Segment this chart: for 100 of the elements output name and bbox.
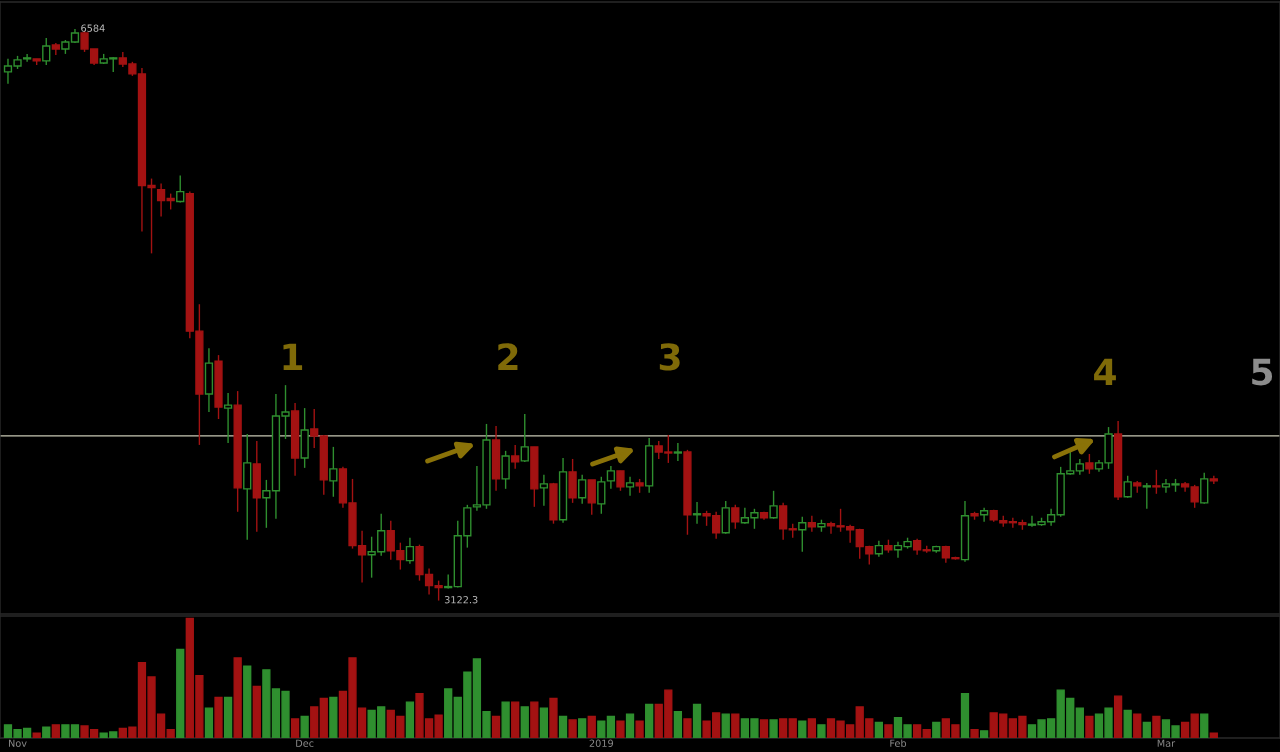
x-tick-label: Feb (890, 739, 907, 747)
candlestick (616, 470, 625, 492)
bar (1113, 695, 1123, 738)
bar (1180, 721, 1190, 738)
annotation: 1 (283, 343, 303, 370)
bar (444, 688, 453, 738)
bar (597, 720, 606, 738)
bar (1142, 721, 1151, 738)
bar (1152, 715, 1161, 738)
bar (932, 721, 941, 738)
bar (587, 715, 596, 738)
bar (606, 715, 616, 738)
candlestick (1190, 484, 1199, 509)
bar (166, 728, 175, 738)
bar (960, 693, 970, 738)
bar (290, 718, 300, 738)
bar (1209, 732, 1218, 738)
bar (310, 706, 319, 738)
bar (1123, 709, 1132, 738)
bar (616, 720, 625, 738)
candlestick (731, 504, 740, 530)
bar (731, 713, 740, 738)
annotation: 6584 (81, 24, 105, 32)
candlestick (578, 474, 587, 505)
bar (329, 696, 338, 738)
bar (405, 701, 415, 738)
bar (884, 724, 893, 738)
bar (176, 648, 185, 738)
candlestick (1085, 453, 1094, 475)
candlestick (501, 450, 510, 490)
bar (1075, 707, 1084, 738)
x-tick-label: Dec (296, 739, 314, 747)
bar (807, 718, 817, 738)
bar (223, 696, 233, 738)
bar (817, 724, 826, 738)
candlestick (769, 490, 778, 520)
bar (721, 713, 730, 738)
candlestick (1123, 475, 1132, 499)
candlestick (779, 502, 788, 541)
candlestick (1152, 469, 1161, 495)
bar (252, 685, 261, 738)
bar (922, 728, 931, 738)
annotation: 4 (1094, 358, 1116, 385)
bar (635, 720, 644, 738)
candlestick (606, 465, 616, 490)
candlestick (223, 392, 233, 444)
bar (558, 715, 568, 738)
bar (788, 718, 797, 738)
bar (549, 697, 558, 738)
candlestick (587, 479, 596, 516)
bar (1190, 713, 1199, 738)
bar (625, 713, 635, 738)
candlestick (625, 476, 635, 497)
bar (779, 718, 788, 738)
bar (769, 719, 778, 738)
bar (42, 726, 51, 738)
bar (1200, 713, 1209, 738)
annotation: 2 (498, 343, 518, 370)
bar (798, 720, 807, 738)
candlestick (329, 446, 338, 498)
bar (759, 719, 769, 738)
candlestick (539, 474, 549, 507)
bar (970, 728, 979, 738)
bar (979, 730, 989, 738)
bar (243, 665, 252, 738)
candlestick (511, 444, 520, 470)
candlestick (807, 515, 817, 533)
candlestick (673, 442, 683, 462)
x-tick-label: Mar (1157, 739, 1176, 747)
bar (51, 724, 60, 738)
annotation: 5 (1252, 358, 1273, 386)
candlestick (156, 182, 166, 218)
candlestick (1142, 482, 1151, 510)
bar (319, 697, 328, 738)
bar (539, 707, 549, 738)
bar (530, 701, 539, 738)
bar (692, 703, 702, 738)
bar (874, 721, 883, 738)
bar (204, 707, 214, 738)
bar (645, 703, 654, 738)
bar (568, 719, 577, 738)
annotation: 3122.3 (444, 596, 478, 604)
candlestick (42, 37, 51, 66)
candlestick (979, 507, 989, 523)
bar (511, 701, 520, 738)
bar (520, 706, 529, 738)
x-tick-label: 2019 (589, 739, 614, 747)
bar (32, 732, 41, 738)
bar (501, 701, 510, 738)
bar (683, 718, 692, 738)
bar (491, 715, 501, 738)
bar (300, 715, 309, 738)
candlestick (405, 537, 415, 565)
bar (673, 710, 683, 738)
candlestick (310, 408, 319, 449)
bar (912, 724, 922, 738)
candlestick (798, 516, 807, 553)
bar (1133, 713, 1142, 738)
candlestick (1200, 472, 1209, 505)
annotation: 3 (659, 343, 680, 371)
